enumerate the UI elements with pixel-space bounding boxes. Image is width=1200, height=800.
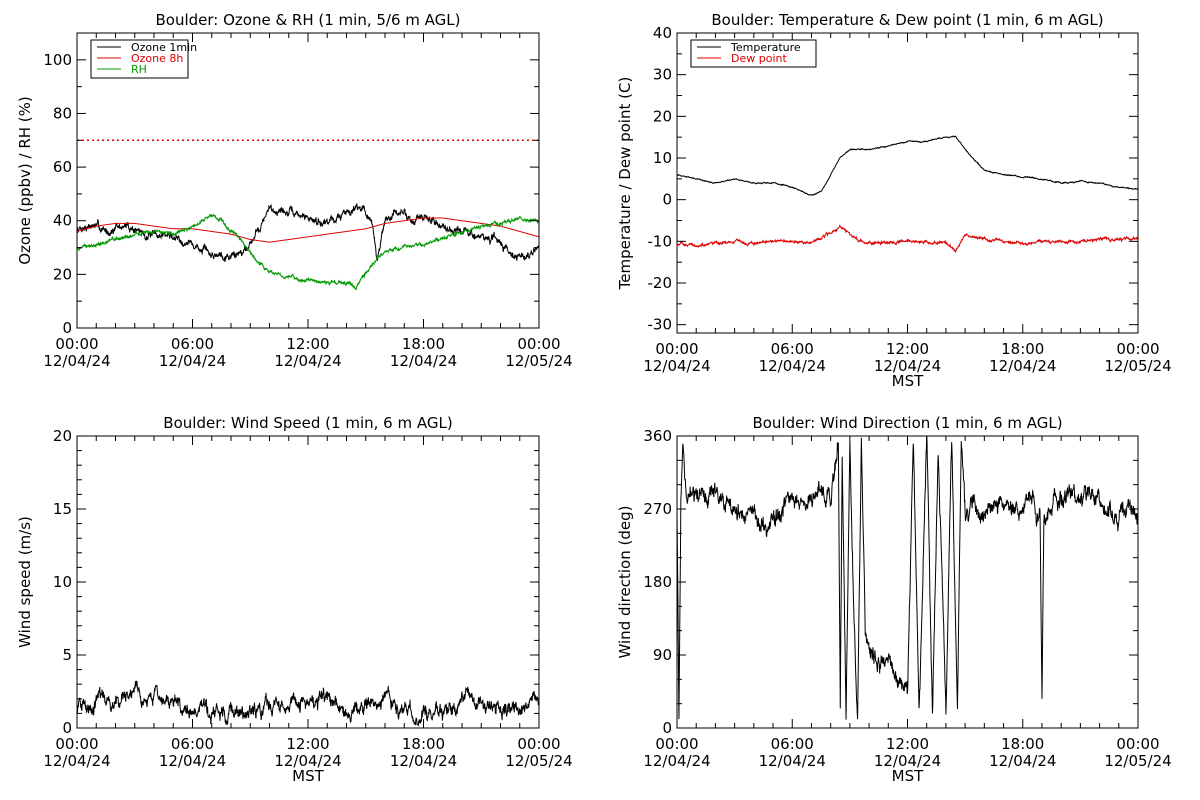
x-tick-date: 12/05/24 [1104, 357, 1171, 375]
x-tick-date: 12/05/24 [505, 352, 572, 370]
x-tick-time: 06:00 [171, 735, 214, 753]
series-line-rh [77, 213, 539, 290]
series-line-ozone-1min [77, 203, 539, 263]
y-axis-label: Temperature / Dew point (C) [616, 77, 634, 291]
x-tick-time: 00:00 [1116, 735, 1159, 753]
x-tick-time: 06:00 [171, 335, 214, 353]
x-tick-time: 06:00 [771, 340, 814, 358]
wind-direction-panel: Boulder: Wind Direction (1 min, 6 m AGL)… [616, 414, 1172, 785]
x-axis-label: MST [292, 767, 324, 785]
x-tick-date: 12/05/24 [505, 752, 572, 770]
x-tick-time: 18:00 [1001, 735, 1044, 753]
y-tick-label: 5 [62, 646, 72, 664]
y-tick-label: 180 [643, 573, 672, 591]
y-tick-label: 90 [653, 646, 672, 664]
y-tick-label: 0 [62, 719, 72, 737]
y-tick-label: 10 [653, 149, 672, 167]
y-tick-label: 10 [53, 573, 72, 591]
x-tick-date: 12/04/24 [390, 352, 457, 370]
legend-label: Ozone 1min [131, 41, 197, 54]
legend-box [690, 39, 817, 68]
y-axis-label: Wind direction (deg) [616, 506, 634, 659]
plot-frame [76, 435, 540, 729]
y-tick-label: 0 [662, 719, 672, 737]
legend-label: Ozone 8h [131, 52, 183, 65]
legend-label: Dew point [731, 52, 787, 65]
y-tick-label: 30 [653, 66, 672, 84]
x-axis-label: MST [892, 372, 924, 390]
y-tick-label: 15 [53, 500, 72, 518]
x-tick-time: 12:00 [286, 735, 329, 753]
y-tick-label: 20 [53, 265, 72, 283]
x-tick-time: 00:00 [1116, 340, 1159, 358]
x-tick-date: 12/04/24 [759, 752, 826, 770]
x-tick-date: 12/04/24 [159, 752, 226, 770]
y-tick-label: 100 [43, 51, 72, 69]
x-tick-date: 12/04/24 [274, 352, 341, 370]
y-axis-label: Ozone (ppbv) / RH (%) [16, 96, 34, 265]
x-tick-time: 18:00 [1001, 340, 1044, 358]
x-tick-time: 12:00 [286, 335, 329, 353]
legend-label: RH [131, 63, 147, 76]
y-tick-label: -20 [648, 274, 673, 292]
x-axis-label: MST [892, 767, 924, 785]
x-tick-time: 00:00 [55, 335, 98, 353]
y-tick-label: 0 [62, 319, 72, 337]
chart-title: Boulder: Ozone & RH (1 min, 5/6 m AGL) [155, 11, 460, 29]
y-axis-label: Wind speed (m/s) [16, 516, 34, 648]
x-tick-time: 06:00 [771, 735, 814, 753]
y-tick-label: -10 [648, 232, 673, 250]
x-tick-date: 12/04/24 [159, 352, 226, 370]
y-tick-label: 40 [653, 24, 672, 42]
x-tick-date: 12/04/24 [989, 357, 1056, 375]
legend-box [90, 39, 189, 79]
legend-label: Temperature [730, 41, 801, 54]
x-tick-date: 12/04/24 [874, 357, 941, 375]
y-tick-label: 360 [643, 427, 672, 445]
x-tick-date: 12/04/24 [989, 752, 1056, 770]
y-tick-label: 20 [53, 427, 72, 445]
x-tick-time: 00:00 [517, 335, 560, 353]
chart-title: Boulder: Wind Direction (1 min, 6 m AGL) [752, 414, 1062, 432]
x-tick-date: 12/04/24 [43, 352, 110, 370]
y-tick-label: -30 [648, 316, 673, 334]
temperature-dewpoint-panel: Boulder: Temperature & Dew point (1 min,… [616, 11, 1172, 390]
y-tick-label: 60 [53, 158, 72, 176]
x-tick-date: 12/04/24 [759, 357, 826, 375]
x-tick-time: 18:00 [402, 335, 445, 353]
y-tick-label: 20 [653, 107, 672, 125]
x-tick-date: 12/04/24 [43, 752, 110, 770]
x-tick-time: 00:00 [655, 340, 698, 358]
series-line-ozone-8h [77, 217, 539, 243]
x-tick-date: 12/05/24 [1104, 752, 1171, 770]
y-tick-label: 270 [643, 500, 672, 518]
x-tick-time: 12:00 [886, 340, 929, 358]
wind-speed-panel: Boulder: Wind Speed (1 min, 6 m AGL) 0 5 10… [16, 414, 573, 785]
y-tick-label: 80 [53, 104, 72, 122]
x-tick-time: 00:00 [55, 735, 98, 753]
x-tick-date: 12/04/24 [390, 752, 457, 770]
x-tick-time: 00:00 [517, 735, 560, 753]
series-line-data [77, 680, 539, 727]
x-tick-time: 18:00 [402, 735, 445, 753]
x-tick-time: 12:00 [886, 735, 929, 753]
chart-title: Boulder: Wind Speed (1 min, 6 m AGL) [163, 414, 452, 432]
chart-title: Boulder: Temperature & Dew point (1 min,… [711, 11, 1103, 29]
x-tick-date: 12/04/24 [874, 752, 941, 770]
x-tick-date: 12/04/24 [643, 357, 710, 375]
series-line-dew-point [677, 224, 1138, 254]
x-tick-date: 12/04/24 [643, 752, 710, 770]
y-tick-label: 40 [53, 212, 72, 230]
y-tick-label: 0 [662, 191, 672, 209]
series-line-temperature [677, 135, 1138, 197]
ozone-rh-panel: Boulder: Ozone & RH (1 min, 5/6 m AGL) 0 2… [16, 11, 573, 370]
series-line-data [677, 436, 1138, 720]
x-tick-time: 00:00 [655, 735, 698, 753]
x-tick-date: 12/04/24 [274, 752, 341, 770]
